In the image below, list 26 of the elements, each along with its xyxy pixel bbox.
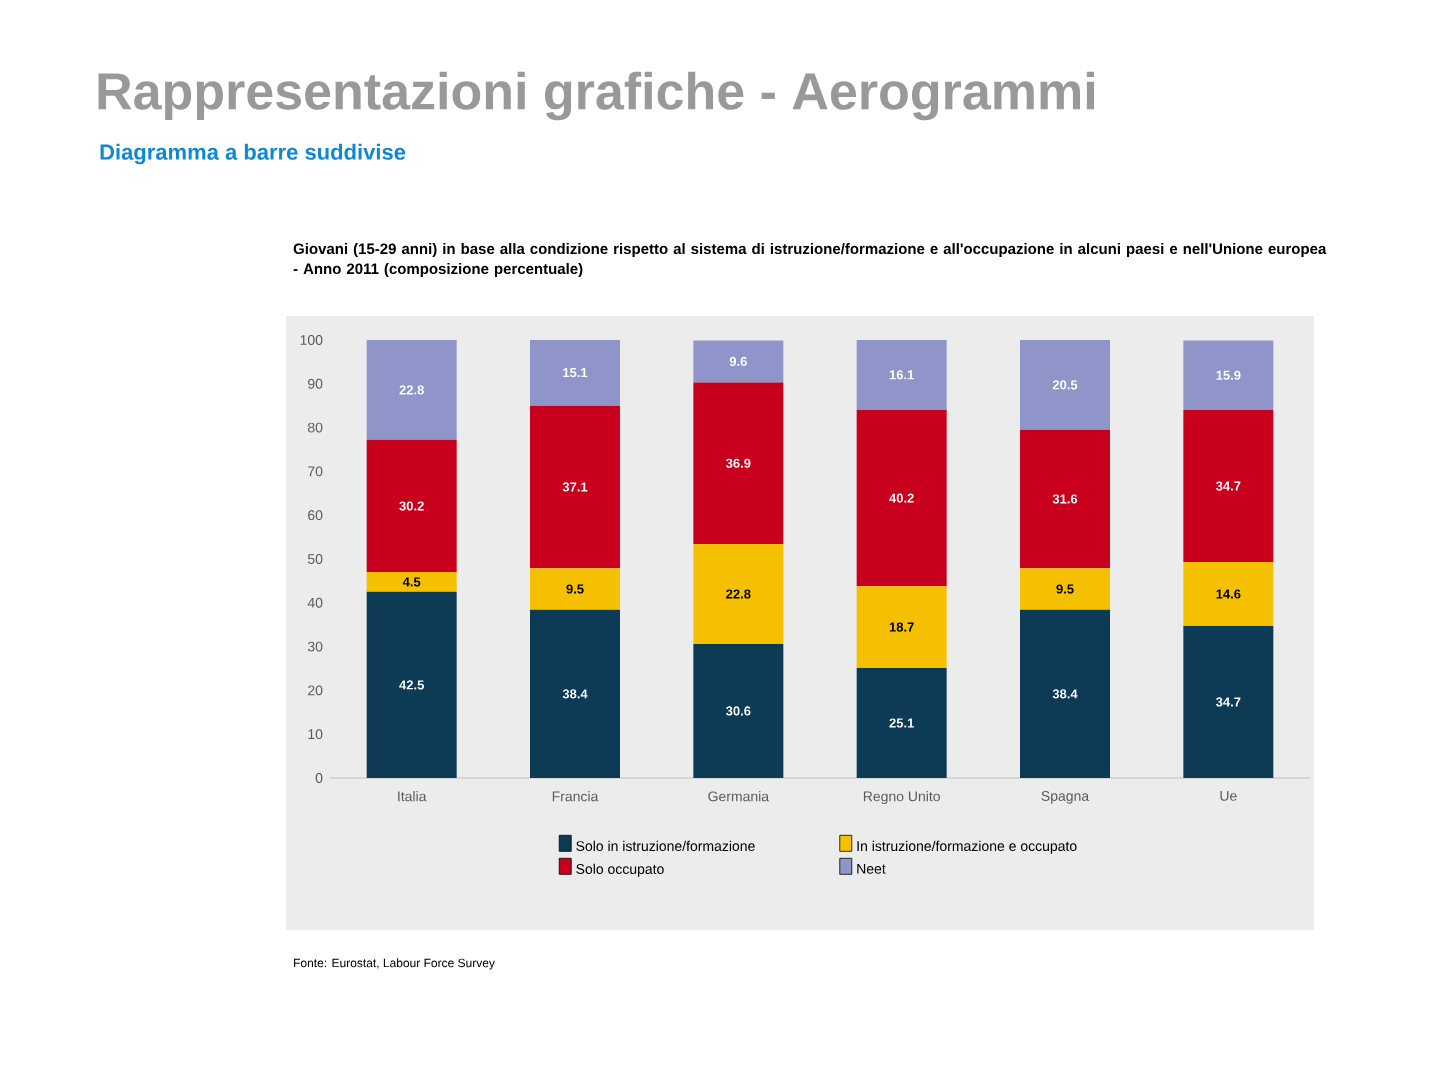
bar xyxy=(366,439,457,573)
bar xyxy=(530,339,621,406)
bar xyxy=(693,643,784,778)
bar xyxy=(366,572,457,592)
bar xyxy=(1020,609,1110,778)
bar xyxy=(1183,410,1274,563)
bar xyxy=(530,568,621,610)
bar xyxy=(1183,625,1274,778)
chart-title: Rappresentazioni grafiche - Aerogrammi xyxy=(98,71,1094,121)
bar xyxy=(693,382,784,545)
bar xyxy=(1183,562,1274,626)
bar xyxy=(1183,340,1274,411)
bar xyxy=(856,339,947,411)
bar xyxy=(530,405,621,569)
bar xyxy=(366,339,457,440)
bar xyxy=(1020,339,1110,430)
bar xyxy=(856,586,947,669)
bar xyxy=(693,544,784,644)
bar xyxy=(856,668,947,778)
chart-subtitle: Diagramma a barre suddivise xyxy=(100,143,406,165)
bar xyxy=(1020,429,1110,569)
bar xyxy=(856,410,947,587)
bar xyxy=(693,340,784,383)
bar xyxy=(1020,568,1110,610)
bar xyxy=(366,591,457,778)
bar xyxy=(530,609,621,778)
